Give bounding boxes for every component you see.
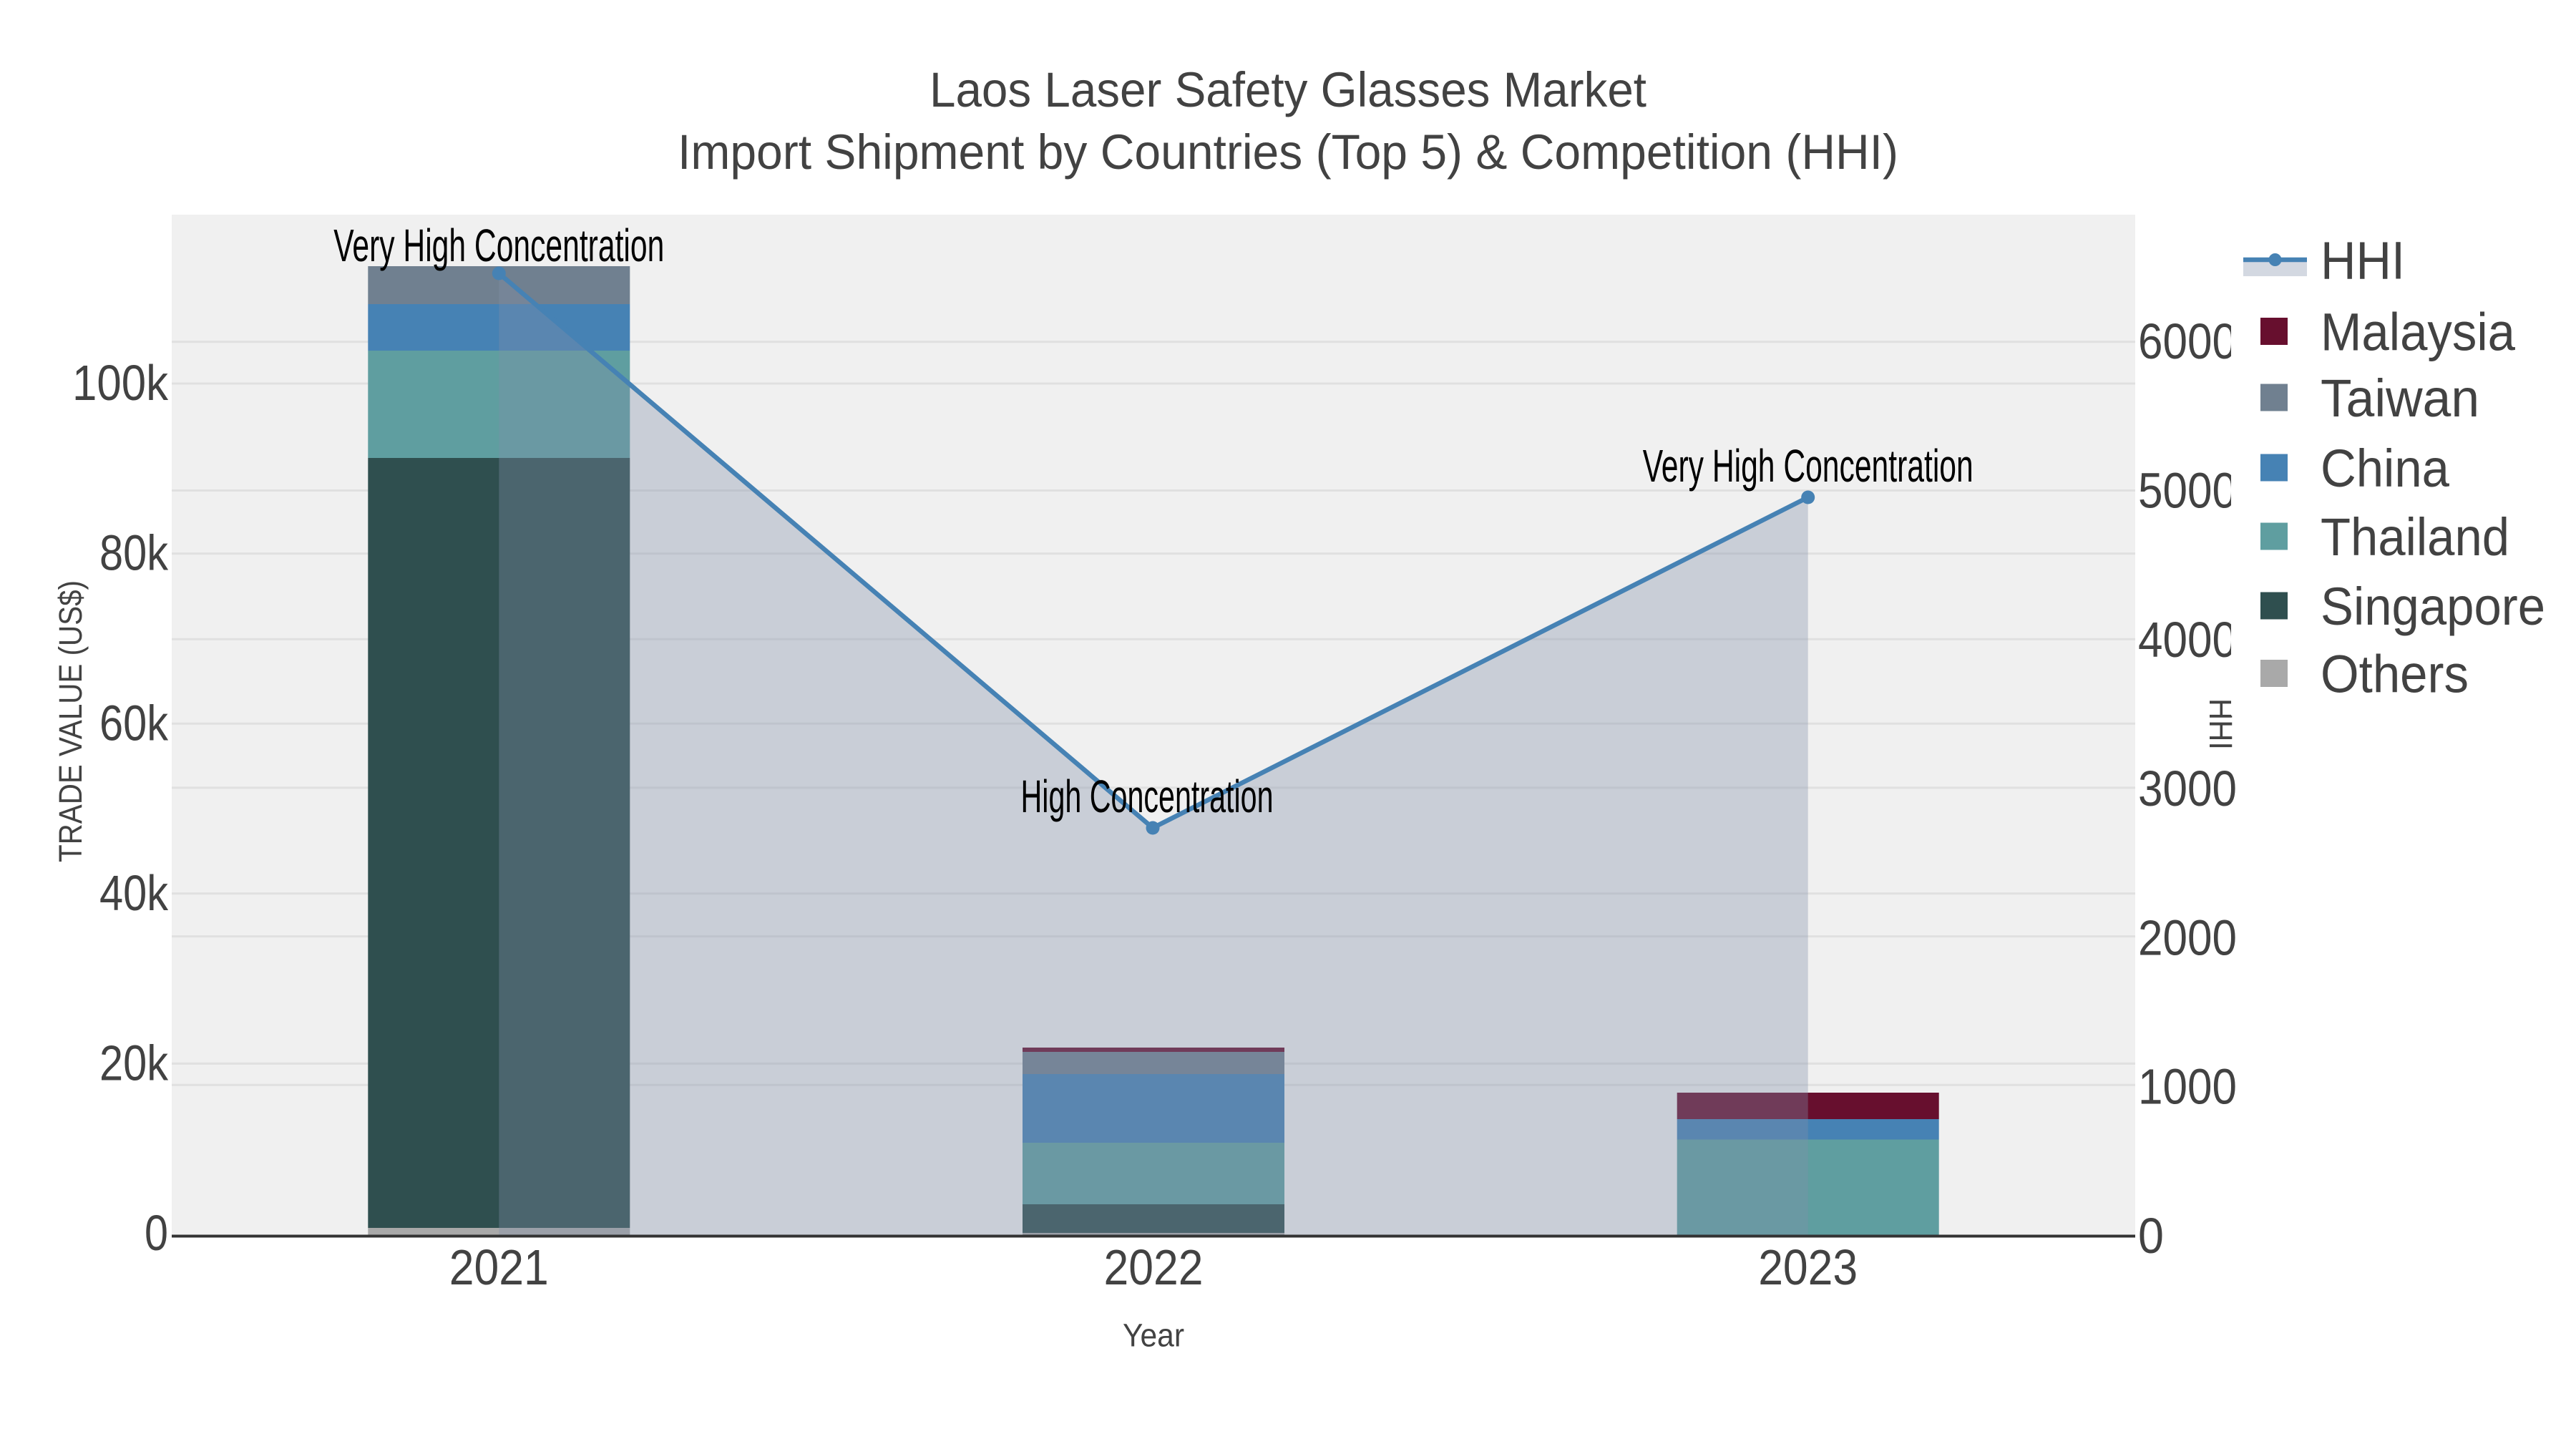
svg-text:4000: 4000 <box>2138 612 2237 668</box>
svg-text:China: China <box>2321 439 2450 498</box>
svg-text:5000: 5000 <box>2138 462 2237 518</box>
svg-text:Taiwan: Taiwan <box>2321 369 2479 428</box>
svg-text:40k: 40k <box>99 865 169 921</box>
svg-text:2000: 2000 <box>2138 909 2237 965</box>
svg-text:High Concentration: High Concentration <box>1021 771 1274 822</box>
svg-text:3000: 3000 <box>2138 761 2237 816</box>
svg-text:Others: Others <box>2321 644 2469 703</box>
svg-text:2023: 2023 <box>1758 1239 1858 1295</box>
svg-text:HHI: HHI <box>2321 230 2405 290</box>
svg-text:0: 0 <box>2138 1208 2164 1264</box>
svg-text:20k: 20k <box>99 1035 169 1091</box>
svg-text:Malaysia: Malaysia <box>2321 302 2516 361</box>
svg-text:0: 0 <box>145 1205 168 1261</box>
svg-text:100k: 100k <box>72 355 169 411</box>
svg-text:Singapore: Singapore <box>2321 577 2545 636</box>
svg-text:Very High Concentration: Very High Concentration <box>333 220 664 271</box>
svg-text:TRADE VALUE (US$): TRADE VALUE (US$) <box>52 580 89 862</box>
svg-text:Year: Year <box>1123 1317 1184 1354</box>
svg-text:Import Shipment by Countries (: Import Shipment by Countries (Top 5) & C… <box>678 125 1898 180</box>
svg-text:60k: 60k <box>99 695 169 751</box>
svg-text:2021: 2021 <box>449 1239 549 1295</box>
svg-text:Thailand: Thailand <box>2321 507 2509 567</box>
svg-text:6000: 6000 <box>2138 313 2237 369</box>
svg-text:1000: 1000 <box>2138 1059 2237 1115</box>
svg-text:2022: 2022 <box>1104 1239 1204 1295</box>
svg-text:Laos Laser Safety Glasses Mark: Laos Laser Safety Glasses Market <box>930 62 1646 117</box>
svg-text:Very High Concentration: Very High Concentration <box>1643 440 1974 492</box>
svg-text:80k: 80k <box>99 525 169 581</box>
